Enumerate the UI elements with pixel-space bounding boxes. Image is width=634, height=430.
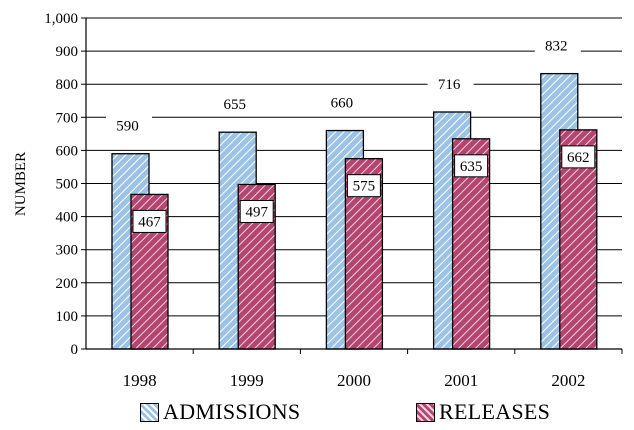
y-tick-label: 1,000 xyxy=(44,11,78,27)
admissions-value-label: 832 xyxy=(545,39,568,55)
admissions-swatch-icon xyxy=(140,402,159,422)
y-tick-label: 700 xyxy=(56,110,79,126)
admissions-label-bg xyxy=(534,35,581,56)
y-tick-label: 500 xyxy=(56,177,79,193)
y-tick-label: 900 xyxy=(56,44,79,60)
y-tick-label: 600 xyxy=(56,143,79,159)
releases-value-label: 575 xyxy=(353,179,376,195)
admissions-label-bg xyxy=(320,92,367,113)
admissions-value-label: 590 xyxy=(116,119,139,135)
legend-item-releases: RELEASES xyxy=(416,398,550,426)
legend-label-releases: RELEASES xyxy=(439,399,551,424)
y-tick-label: 300 xyxy=(56,243,79,259)
bars xyxy=(111,72,598,350)
axes: 0 100 200 300 400 500 600 700 800 900 1,000 1998 199… xyxy=(44,11,623,390)
x-tick-label: 2002 xyxy=(551,371,585,390)
x-tick-label: 2001 xyxy=(444,371,478,390)
releases-label-bg xyxy=(346,174,381,198)
y-tick-label: 100 xyxy=(56,309,79,325)
releases-label-bg xyxy=(132,209,167,233)
x-tick-label: 2000 xyxy=(337,371,371,390)
releases-swatch-icon xyxy=(416,402,435,422)
releases-label-bg xyxy=(239,199,274,223)
legend-item-admissions: ADMISSIONS xyxy=(140,398,300,426)
releases-label-bg xyxy=(561,145,596,169)
admissions-label-bg xyxy=(213,94,260,115)
releases-value-label: 467 xyxy=(138,214,161,230)
y-tick-label: 200 xyxy=(56,276,79,292)
y-tick-label: 400 xyxy=(56,210,79,226)
admissions-value-label: 716 xyxy=(438,77,461,93)
releases-value-label: 635 xyxy=(460,159,483,175)
y-axis-title: NUMBER xyxy=(13,152,29,216)
releases-label-bg xyxy=(454,154,489,178)
releases-value-label: 497 xyxy=(245,204,268,220)
admissions-value-label: 655 xyxy=(223,97,246,113)
y-tick-label: 800 xyxy=(56,77,79,93)
x-tick-label: 1998 xyxy=(123,371,157,390)
admissions-label-bg xyxy=(427,74,474,95)
legend-label-admissions: ADMISSIONS xyxy=(163,399,301,424)
bar-chart: 0 100 200 300 400 500 600 700 800 900 1,000 1998 199… xyxy=(13,11,623,390)
data-labels: 590 467 655 497 660 575 716 635 832 662 xyxy=(106,35,596,233)
admissions-value-label: 660 xyxy=(331,96,354,112)
x-tick-label: 1999 xyxy=(230,371,264,390)
admissions-label-bg xyxy=(106,115,152,136)
y-tick-label: 0 xyxy=(71,342,79,358)
releases-value-label: 662 xyxy=(567,150,590,166)
